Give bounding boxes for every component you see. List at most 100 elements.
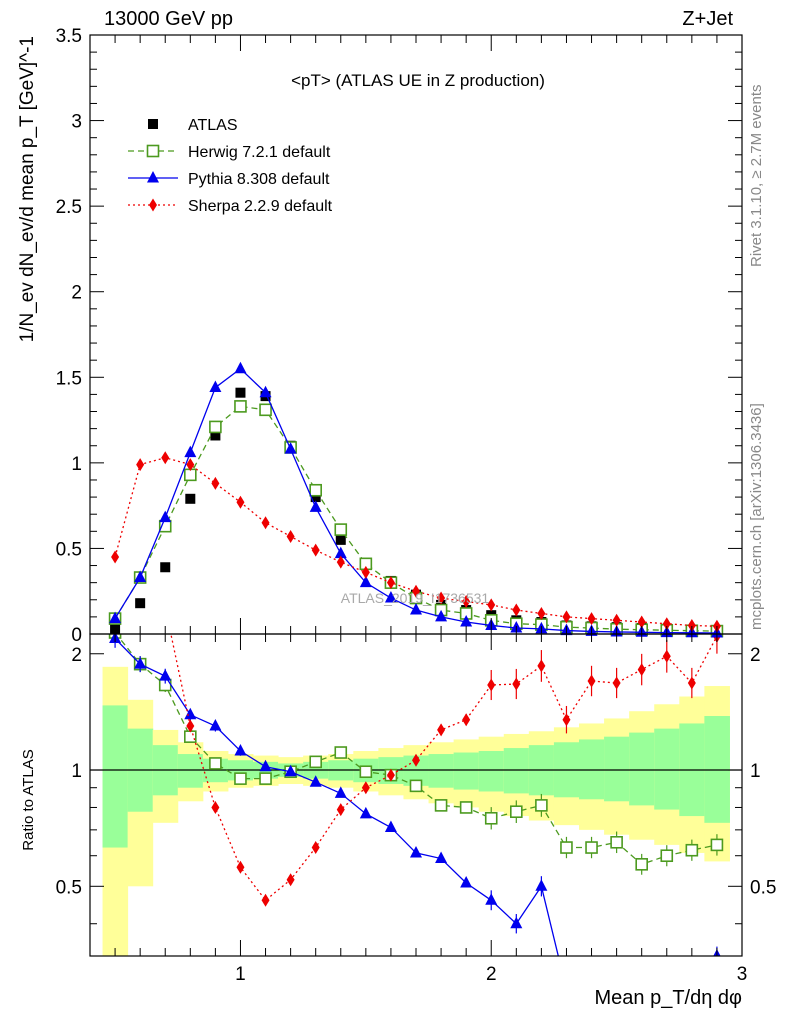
main-y-axis-label: 1/N_ev dN_ev/d mean p_T [GeV]^-1 bbox=[17, 36, 38, 342]
main-point-sherpa bbox=[286, 529, 295, 543]
ratio-point-herwig bbox=[334, 746, 348, 759]
band-inner-bin bbox=[102, 705, 129, 848]
ratio-point-sherpa bbox=[311, 841, 320, 855]
ratio-point-sherpa bbox=[662, 649, 671, 663]
main-point-atlas bbox=[235, 387, 246, 398]
main-point-pythia bbox=[460, 615, 473, 627]
ratio-point-pythia bbox=[134, 657, 147, 669]
legend-marker-sherpa bbox=[149, 198, 157, 212]
ratio-point-pythia bbox=[410, 845, 422, 858]
main-point-pythia bbox=[184, 445, 197, 458]
ratio-uncertainty-bands bbox=[90, 666, 742, 956]
ratio-y-tick-label: 0.5 bbox=[56, 877, 82, 898]
main-point-sherpa bbox=[236, 495, 245, 509]
main-point-pythia bbox=[159, 510, 172, 523]
main-point-herwig bbox=[334, 523, 348, 536]
main-point-herwig bbox=[234, 400, 247, 413]
header-right: Z+Jet bbox=[682, 8, 733, 30]
ratio-point-herwig bbox=[459, 801, 473, 814]
ratio-point-sherpa bbox=[136, 478, 144, 491]
main-y-tick-label: 2.5 bbox=[56, 197, 82, 218]
ratio-point-sherpa bbox=[361, 781, 370, 795]
main-point-herwig bbox=[209, 420, 222, 434]
ratio-point-pythia bbox=[284, 764, 297, 777]
ratio-point-herwig bbox=[259, 772, 272, 785]
ratio-x-tick-label: 1 bbox=[235, 964, 246, 985]
main-point-pythia bbox=[410, 603, 422, 615]
main-y-tick-label: 3.5 bbox=[56, 26, 82, 47]
ratio-point-herwig bbox=[434, 799, 448, 812]
main-point-atlas bbox=[310, 492, 321, 503]
main-point-atlas bbox=[135, 598, 146, 609]
ratio-point-pythia bbox=[384, 820, 397, 832]
main-point-pythia bbox=[234, 361, 247, 374]
band-inner-bin bbox=[579, 739, 605, 800]
ratio-point-herwig bbox=[710, 838, 724, 852]
ratio-point-sherpa bbox=[336, 803, 345, 817]
ratio-x-tick-label: 2 bbox=[486, 964, 497, 985]
main-point-sherpa bbox=[662, 617, 671, 631]
main-point-sherpa bbox=[161, 451, 170, 465]
ratio-point-pythia bbox=[560, 983, 572, 995]
main-y-tick-label: 3 bbox=[71, 112, 82, 133]
main-point-sherpa bbox=[336, 555, 345, 569]
ratio-point-herwig bbox=[585, 841, 598, 854]
ratio-point-pythia bbox=[209, 719, 222, 731]
ratio-point-herwig bbox=[209, 757, 222, 770]
ratio-point-sherpa bbox=[236, 860, 245, 874]
ratio-y-tick-label: 2 bbox=[71, 645, 82, 666]
main-title: <pT> (ATLAS UE in Z production) bbox=[291, 71, 545, 90]
ratio-point-pythia bbox=[159, 669, 172, 681]
band-inner-bin bbox=[604, 736, 630, 802]
legend-label-sherpa: Sherpa 2.2.9 default bbox=[188, 198, 333, 215]
main-point-sherpa bbox=[487, 598, 496, 612]
ratio-point-pythia bbox=[535, 879, 548, 891]
band-inner-bin bbox=[654, 728, 680, 810]
main-point-sherpa bbox=[386, 576, 395, 590]
legend-label-herwig: Herwig 7.2.1 default bbox=[188, 144, 331, 161]
main-y-tick-label: 0 bbox=[71, 625, 82, 646]
main-point-sherpa bbox=[587, 612, 596, 626]
band-inner-bin bbox=[704, 716, 730, 823]
ratio-y-tick-label: 1 bbox=[71, 761, 82, 782]
ratio-point-sherpa bbox=[562, 713, 571, 727]
ratio-series-layer bbox=[108, 309, 724, 995]
band-inner-bin bbox=[428, 754, 455, 788]
ratio-point-sherpa bbox=[587, 674, 596, 688]
ratio-point-herwig bbox=[409, 779, 423, 793]
main-point-pythia bbox=[259, 385, 272, 398]
ratio-point-sherpa bbox=[111, 309, 119, 322]
ratio-point-pythia bbox=[259, 759, 272, 772]
main-y-tick-label: 1.5 bbox=[56, 368, 82, 389]
band-inner-bin bbox=[177, 754, 204, 788]
main-point-sherpa bbox=[111, 550, 120, 564]
ratio-point-herwig bbox=[309, 755, 322, 769]
band-inner-bin bbox=[629, 732, 655, 806]
ratio-point-sherpa bbox=[286, 873, 295, 887]
main-point-atlas bbox=[335, 534, 346, 545]
ratio-point-herwig bbox=[560, 841, 573, 854]
main-point-pythia bbox=[134, 570, 147, 583]
ratio-point-sherpa bbox=[537, 659, 546, 673]
ratio-y-tick-label-right: 1 bbox=[750, 761, 761, 782]
ratio-point-sherpa bbox=[462, 713, 471, 727]
main-point-pythia bbox=[309, 500, 322, 512]
ratio-y-tick-label-right: 2 bbox=[750, 645, 761, 666]
ratio-point-sherpa bbox=[386, 768, 395, 782]
ratio-point-pythia bbox=[460, 875, 473, 888]
main-point-sherpa bbox=[311, 543, 320, 557]
main-point-pythia bbox=[435, 609, 448, 622]
ratio-point-sherpa bbox=[637, 663, 646, 677]
band-inner-bin bbox=[503, 748, 530, 794]
ratio-point-herwig bbox=[685, 843, 699, 857]
ratio-point-herwig bbox=[234, 772, 247, 785]
ratio-point-herwig bbox=[184, 730, 197, 743]
legend-marker-pythia bbox=[147, 171, 159, 183]
legend: ATLAS Herwig 7.2.1 default Pythia 8.308 de… bbox=[128, 117, 333, 215]
main-point-sherpa bbox=[136, 458, 145, 472]
main-point-atlas bbox=[185, 493, 196, 504]
main-point-pythia bbox=[284, 442, 297, 454]
main-point-pythia bbox=[209, 380, 222, 393]
ratio-point-pythia bbox=[309, 775, 322, 787]
